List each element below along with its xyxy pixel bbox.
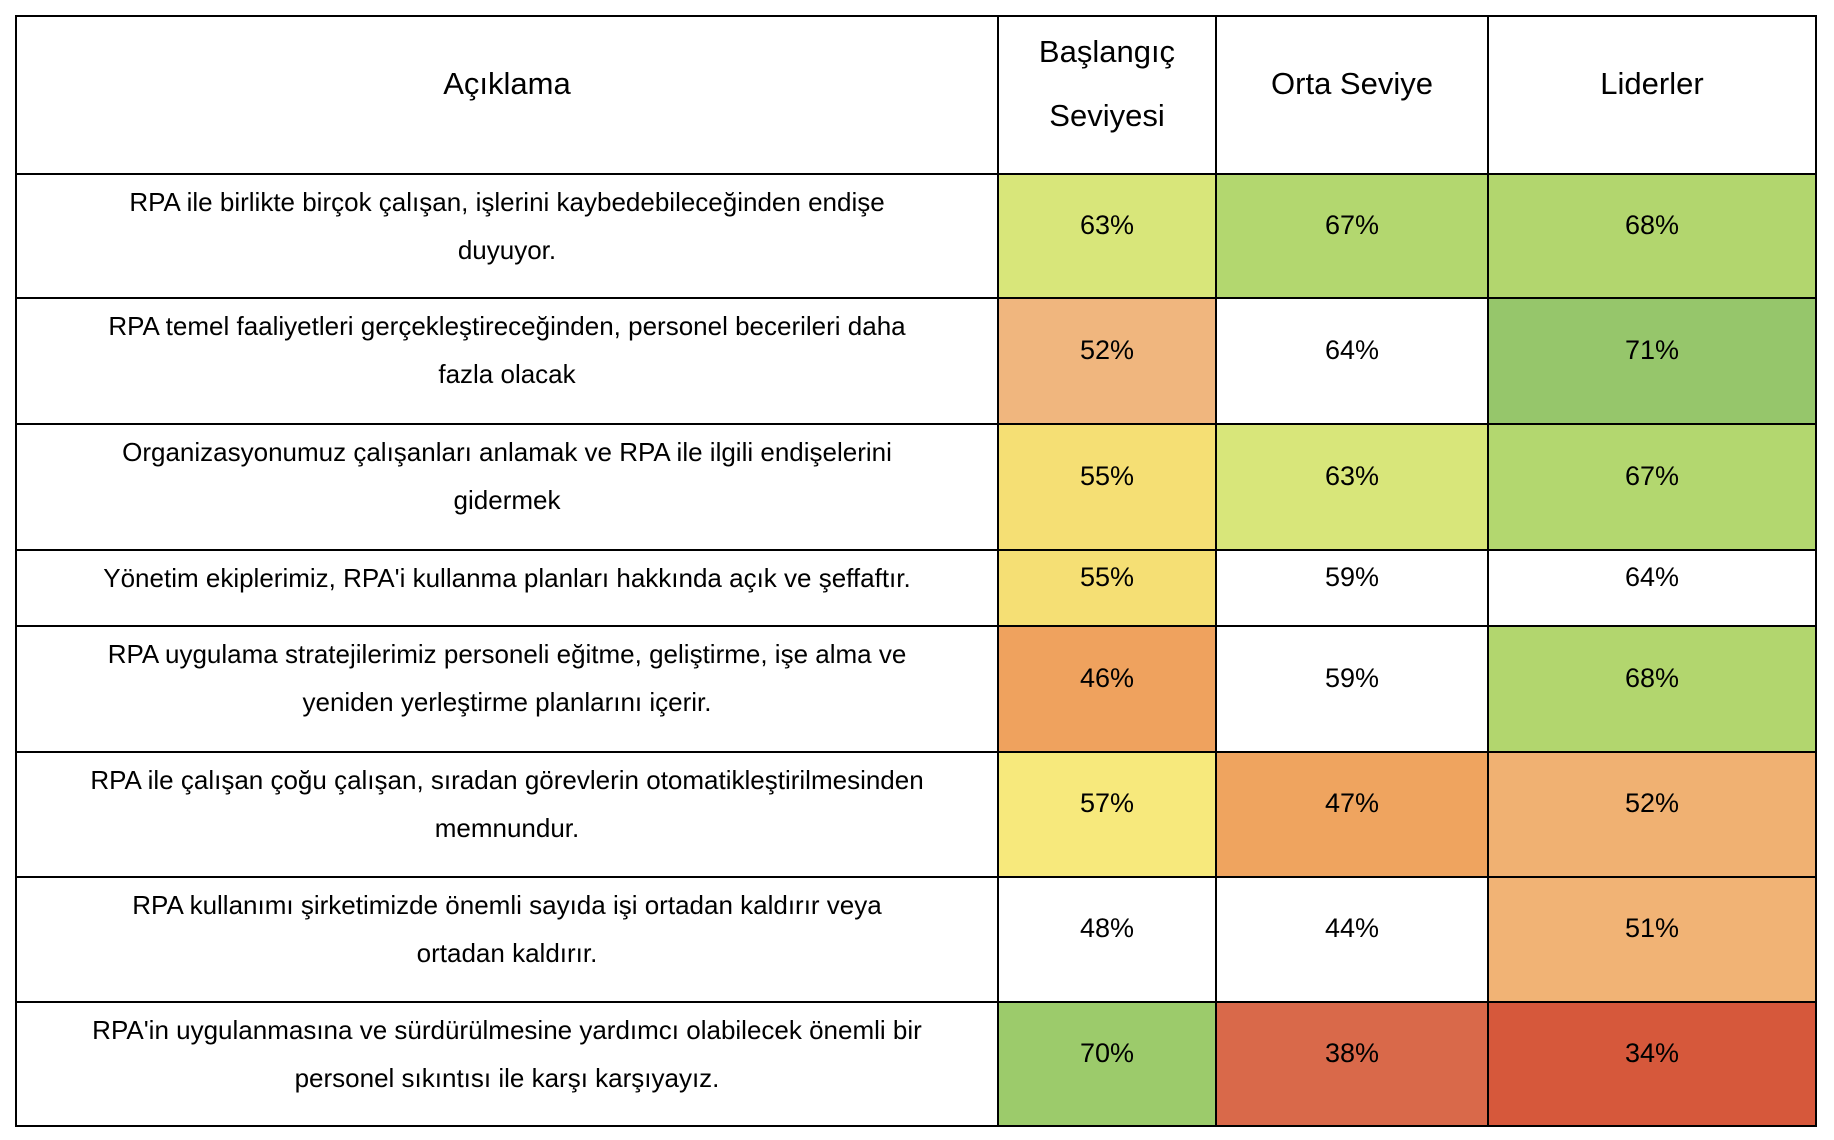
baslangic-value-cell: 55% — [997, 549, 1217, 627]
description-line: RPA temel faaliyetleri gerçekleştireceği… — [108, 311, 906, 341]
description-line: duyuyor. — [457, 235, 557, 265]
description-line: personel sıkıntısı ile karşı karşıyayız. — [294, 1063, 720, 1093]
liderler-value-cell: 34% — [1487, 1001, 1817, 1127]
liderler-value-cell: 67% — [1487, 423, 1817, 551]
table-row: RPA temel faaliyetleri gerçekleştireceği… — [15, 297, 1817, 425]
table-row: Organizasyonumuz çalışanları anlamak ve … — [15, 423, 1817, 551]
baslangic-value-cell: 70% — [997, 1001, 1217, 1127]
table-row: RPA kullanımı şirketimizde önemli sayıda… — [15, 876, 1817, 1003]
description-line: RPA uygulama stratejilerimiz personeli e… — [107, 639, 907, 669]
description-cell: Organizasyonumuz çalışanları anlamak ve … — [15, 423, 999, 551]
table-row: RPA ile birlikte birçok çalışan, işlerin… — [15, 173, 1817, 299]
header-liderler: Liderler — [1487, 15, 1817, 175]
baslangic-value-cell: 57% — [997, 751, 1217, 878]
description-line: memnundur. — [434, 813, 580, 843]
description-line: fazla olacak — [438, 359, 576, 389]
header-orta-seviye: Orta Seviye — [1215, 15, 1489, 175]
baslangic-value-cell: 52% — [997, 297, 1217, 425]
liderler-value-cell: 51% — [1487, 876, 1817, 1003]
baslangic-value-cell: 46% — [997, 625, 1217, 753]
description-line: yeniden yerleştirme planlarını içerir. — [302, 687, 712, 717]
liderler-value-cell: 52% — [1487, 751, 1817, 878]
description-line: ortadan kaldırır. — [416, 938, 598, 968]
header-row: Açıklama Başlangıç Seviyesi Orta Seviye … — [15, 15, 1817, 175]
header-aciklama: Açıklama — [15, 15, 999, 175]
description-cell: RPA kullanımı şirketimizde önemli sayıda… — [15, 876, 999, 1003]
orta-value-cell: 63% — [1215, 423, 1489, 551]
table-row: RPA'in uygulanmasına ve sürdürülmesine y… — [15, 1001, 1817, 1127]
table-row: RPA uygulama stratejilerimiz personeli e… — [15, 625, 1817, 753]
orta-value-cell: 59% — [1215, 549, 1489, 627]
orta-value-cell: 59% — [1215, 625, 1489, 753]
baslangic-value-cell: 48% — [997, 876, 1217, 1003]
baslangic-value-cell: 55% — [997, 423, 1217, 551]
description-cell: RPA'in uygulanmasına ve sürdürülmesine y… — [15, 1001, 999, 1127]
description-line: RPA ile çalışan çoğu çalışan, sıradan gö… — [90, 765, 924, 795]
liderler-value-cell: 68% — [1487, 173, 1817, 299]
description-cell: RPA uygulama stratejilerimiz personeli e… — [15, 625, 999, 753]
orta-value-cell: 67% — [1215, 173, 1489, 299]
description-line: Organizasyonumuz çalışanları anlamak ve … — [122, 437, 892, 467]
description-line: Yönetim ekiplerimiz, RPA'i kullanma plan… — [103, 563, 911, 593]
rpa-survey-table: Açıklama Başlangıç Seviyesi Orta Seviye … — [15, 15, 1817, 1127]
orta-value-cell: 64% — [1215, 297, 1489, 425]
description-cell: Yönetim ekiplerimiz, RPA'i kullanma plan… — [15, 549, 999, 627]
orta-value-cell: 44% — [1215, 876, 1489, 1003]
liderler-value-cell: 68% — [1487, 625, 1817, 753]
table-row: RPA ile çalışan çoğu çalışan, sıradan gö… — [15, 751, 1817, 878]
description-cell: RPA temel faaliyetleri gerçekleştireceği… — [15, 297, 999, 425]
orta-value-cell: 47% — [1215, 751, 1489, 878]
header-baslangic-seviyesi: Başlangıç Seviyesi — [997, 15, 1217, 175]
description-line: RPA kullanımı şirketimizde önemli sayıda… — [132, 890, 882, 920]
baslangic-value-cell: 63% — [997, 173, 1217, 299]
liderler-value-cell: 64% — [1487, 549, 1817, 627]
description-line: gidermek — [453, 485, 561, 515]
table-row: Yönetim ekiplerimiz, RPA'i kullanma plan… — [15, 549, 1817, 627]
description-line: RPA'in uygulanmasına ve sürdürülmesine y… — [92, 1015, 922, 1045]
description-cell: RPA ile birlikte birçok çalışan, işlerin… — [15, 173, 999, 299]
description-cell: RPA ile çalışan çoğu çalışan, sıradan gö… — [15, 751, 999, 878]
orta-value-cell: 38% — [1215, 1001, 1489, 1127]
description-line: RPA ile birlikte birçok çalışan, işlerin… — [129, 187, 885, 217]
liderler-value-cell: 71% — [1487, 297, 1817, 425]
